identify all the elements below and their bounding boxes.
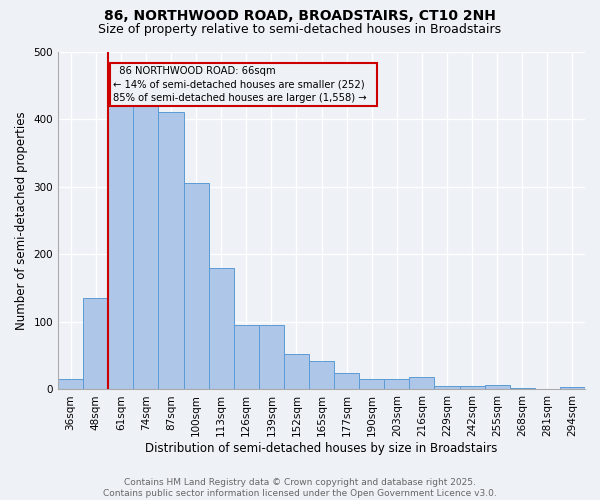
Bar (58, 380, 83, 390)
Bar (359, 380, 384, 390)
Bar (384, 380, 409, 390)
Bar (184, 184, 209, 390)
Bar (485, 386, 510, 390)
Text: Contains HM Land Registry data © Crown copyright and database right 2025.
Contai: Contains HM Land Registry data © Crown c… (103, 478, 497, 498)
Bar (133, 106, 158, 390)
Bar (158, 112, 184, 390)
Bar (259, 325, 284, 390)
Bar (560, 387, 585, 390)
Text: 86 NORTHWOOD ROAD: 66sqm
← 14% of semi-detached houses are smaller (252)
85% of : 86 NORTHWOOD ROAD: 66sqm ← 14% of semi-d… (113, 66, 373, 103)
Bar (334, 372, 359, 390)
Bar (510, 388, 535, 390)
Bar (284, 354, 309, 390)
Text: Size of property relative to semi-detached houses in Broadstairs: Size of property relative to semi-detach… (98, 22, 502, 36)
Text: 86, NORTHWOOD ROAD, BROADSTAIRS, CT10 2NH: 86, NORTHWOOD ROAD, BROADSTAIRS, CT10 2N… (104, 9, 496, 23)
Bar (108, 106, 133, 390)
Y-axis label: Number of semi-detached properties: Number of semi-detached properties (15, 111, 28, 330)
Bar (309, 361, 334, 390)
Bar (460, 386, 485, 390)
Bar (83, 298, 108, 390)
Bar (409, 378, 434, 390)
Bar (535, 389, 560, 390)
X-axis label: Distribution of semi-detached houses by size in Broadstairs: Distribution of semi-detached houses by … (145, 442, 498, 455)
Bar (233, 325, 259, 390)
Bar (209, 268, 233, 390)
Bar (434, 386, 460, 390)
